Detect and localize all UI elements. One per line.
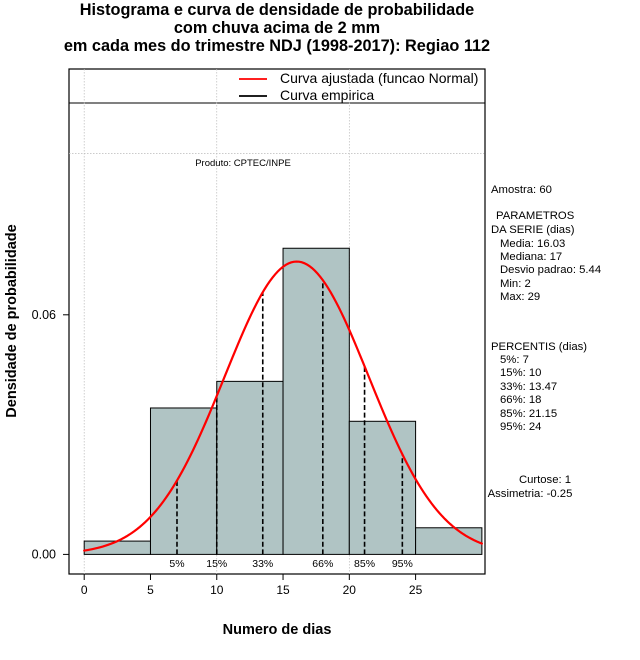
svg-text:em cada mes do trimestre NDJ (: em cada mes do trimestre NDJ (1998-2017)… bbox=[64, 37, 490, 55]
svg-text:Min: 2: Min: 2 bbox=[500, 278, 531, 290]
svg-text:Produto: CPTEC/INPE: Produto: CPTEC/INPE bbox=[195, 158, 291, 169]
svg-text:85%: 21.15: 85%: 21.15 bbox=[500, 408, 557, 420]
svg-text:Curva empirica: Curva empirica bbox=[280, 87, 374, 103]
svg-text:85%: 85% bbox=[354, 558, 375, 570]
svg-text:0.06: 0.06 bbox=[32, 308, 56, 322]
svg-text:DA SERIE (dias): DA SERIE (dias) bbox=[491, 224, 575, 236]
svg-text:66%: 18: 66%: 18 bbox=[500, 394, 541, 406]
svg-text:Curva ajustada (funcao Normal): Curva ajustada (funcao Normal) bbox=[280, 70, 478, 86]
svg-text:5: 5 bbox=[147, 583, 154, 597]
svg-text:Numero de dias: Numero de dias bbox=[223, 622, 332, 638]
svg-text:PARAMETROS: PARAMETROS bbox=[496, 210, 575, 222]
svg-text:15: 15 bbox=[276, 583, 290, 597]
svg-text:Histograma e curva de densidad: Histograma e curva de densidade de proba… bbox=[80, 1, 474, 19]
svg-text:Max: 29: Max: 29 bbox=[500, 291, 540, 303]
svg-text:95%: 95% bbox=[392, 558, 413, 570]
svg-text:5%: 7: 5%: 7 bbox=[500, 354, 529, 366]
svg-text:25: 25 bbox=[409, 583, 423, 597]
svg-text:Amostra: 60: Amostra: 60 bbox=[491, 184, 552, 196]
svg-text:Assimetria: -0.25: Assimetria: -0.25 bbox=[488, 488, 573, 500]
svg-text:Densidade de probabilidade: Densidade de probabilidade bbox=[4, 224, 20, 417]
svg-text:95%: 24: 95%: 24 bbox=[500, 421, 541, 433]
svg-text:66%: 66% bbox=[312, 558, 333, 570]
svg-text:15%: 10: 15%: 10 bbox=[500, 367, 541, 379]
svg-text:5%: 5% bbox=[169, 558, 184, 570]
svg-text:20: 20 bbox=[343, 583, 357, 597]
svg-text:10: 10 bbox=[210, 583, 224, 597]
svg-text:33%: 13.47: 33%: 13.47 bbox=[500, 381, 557, 393]
svg-text:PERCENTIS (dias): PERCENTIS (dias) bbox=[491, 341, 587, 353]
svg-text:0: 0 bbox=[81, 583, 88, 597]
svg-text:com chuva acima de 2 mm: com chuva acima de 2 mm bbox=[174, 19, 380, 37]
svg-text:Desvio padrao: 5.44: Desvio padrao: 5.44 bbox=[500, 264, 601, 276]
svg-text:Curtose: 1: Curtose: 1 bbox=[519, 474, 571, 486]
svg-text:Mediana: 17: Mediana: 17 bbox=[500, 251, 562, 263]
svg-text:0.00: 0.00 bbox=[32, 547, 56, 561]
svg-text:15%: 15% bbox=[206, 558, 227, 570]
svg-text:33%: 33% bbox=[252, 558, 273, 570]
svg-text:Media: 16.03: Media: 16.03 bbox=[500, 238, 565, 250]
